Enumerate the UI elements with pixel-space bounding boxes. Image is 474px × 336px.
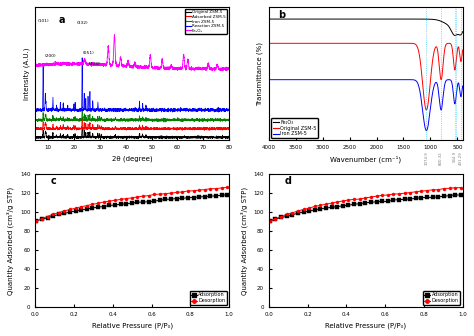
Text: (303): (303) — [89, 62, 100, 66]
Text: 1074.9: 1074.9 — [424, 151, 428, 165]
Text: (200): (200) — [45, 53, 57, 57]
X-axis label: Relative Pressure (P/P₀): Relative Pressure (P/P₀) — [91, 323, 173, 329]
Y-axis label: Quantity Adsorbed (cm³/g STP): Quantity Adsorbed (cm³/g STP) — [240, 186, 248, 295]
Text: 800.32: 800.32 — [439, 151, 443, 165]
Text: (101): (101) — [37, 19, 49, 23]
Legend: Adsorption, Desorption: Adsorption, Desorption — [423, 291, 460, 305]
X-axis label: Relative Pressure (P/P₀): Relative Pressure (P/P₀) — [325, 323, 406, 329]
Text: (051): (051) — [82, 51, 94, 55]
Y-axis label: Transmittance (%): Transmittance (%) — [257, 42, 264, 106]
Text: 431.29: 431.29 — [459, 151, 463, 165]
Legend: Fe₂O₃, Original ZSM-5, Iron ZSM-5: Fe₂O₃, Original ZSM-5, Iron ZSM-5 — [271, 119, 318, 138]
Text: a: a — [59, 15, 65, 25]
Legend: Adsorption, Desorption: Adsorption, Desorption — [190, 291, 227, 305]
Text: d: d — [284, 176, 292, 186]
Y-axis label: Intensity (A.U.): Intensity (A.U.) — [23, 47, 30, 100]
Legend: Original ZSM-5, Adsorbed ZSM-5, Iron ZSM-5, Reaction ZSM-5, Fe₂O₃: Original ZSM-5, Adsorbed ZSM-5, Iron ZSM… — [184, 9, 227, 34]
Text: 544.9: 544.9 — [453, 151, 457, 162]
X-axis label: Wavenumber (cm⁻¹): Wavenumber (cm⁻¹) — [330, 156, 401, 163]
Text: b: b — [279, 10, 286, 19]
Text: (332): (332) — [76, 22, 88, 26]
X-axis label: 2θ (degree): 2θ (degree) — [112, 156, 153, 162]
Text: c: c — [51, 176, 56, 186]
Y-axis label: Quantity Adsorbed (cm³/g STP): Quantity Adsorbed (cm³/g STP) — [7, 186, 14, 295]
